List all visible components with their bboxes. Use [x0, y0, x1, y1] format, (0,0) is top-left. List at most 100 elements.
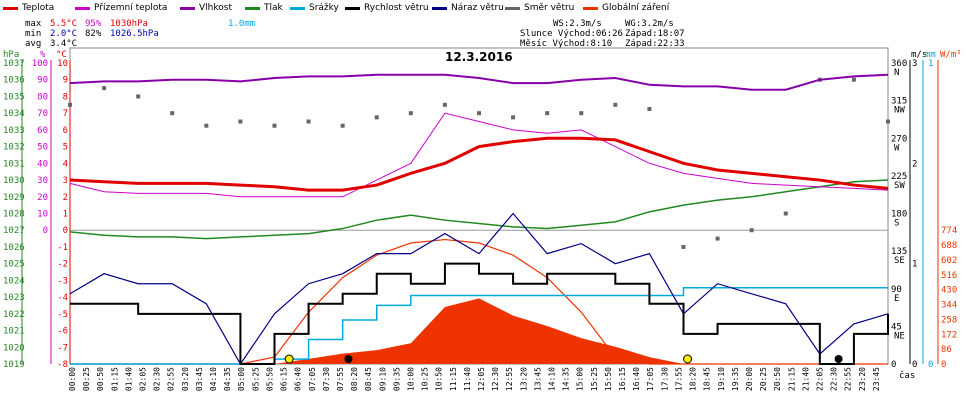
- c-tick: 9: [63, 76, 68, 86]
- x-tick: 04:10: [209, 367, 218, 391]
- x-tick: 17:30: [660, 367, 669, 391]
- c-tick: 2: [63, 193, 68, 203]
- x-tick: 20:50: [773, 367, 782, 391]
- dir-label: N: [894, 68, 899, 78]
- legend-smer-vetru: Směr větru: [505, 3, 574, 13]
- x-tick: 13:20: [519, 367, 528, 391]
- dir-label: NE: [894, 331, 905, 341]
- x-tick: 09:10: [378, 367, 387, 391]
- ground-temp-line: [69, 112, 889, 198]
- dir-tick: 180: [891, 210, 907, 220]
- hpa-tick: 1036: [3, 76, 25, 86]
- x-tick: 01:15: [110, 367, 119, 391]
- x-tick: 08:20: [350, 367, 359, 391]
- hpa-tick: 1031: [3, 159, 25, 169]
- x-tick: 14:10: [548, 367, 557, 391]
- wind-dir-point: [783, 211, 788, 216]
- wind-dir-point: [306, 119, 311, 124]
- x-tick: 10:25: [421, 367, 430, 391]
- stat-max-hum: 95%: [85, 19, 102, 29]
- x-tick: 16:40: [632, 367, 641, 391]
- hpa-tick: 1029: [3, 193, 25, 203]
- ms-tick: 0: [912, 360, 917, 370]
- sunrise-marker: [284, 354, 294, 364]
- x-tick: 11:40: [463, 367, 472, 391]
- wm2-tick: 344: [941, 301, 957, 311]
- wind-dir-point: [715, 236, 720, 241]
- stat-max-press: 1030hPa: [110, 19, 148, 29]
- x-tick: 14:35: [562, 367, 571, 391]
- c-tick: 8: [63, 92, 68, 102]
- x-tick: 00:50: [96, 367, 105, 391]
- legend-naraz-vetru: Náraz větru: [432, 3, 504, 13]
- ms-tick: 1: [912, 260, 917, 270]
- pressure-line: [69, 179, 889, 240]
- x-tick: 04:35: [223, 367, 232, 391]
- wm2-tick: 516: [941, 271, 957, 281]
- hpa-tick: 1027: [3, 226, 25, 236]
- axis-wm2-label: W/m²: [940, 50, 962, 60]
- moonrise-marker: [344, 355, 353, 363]
- axis-mm-label: mm: [925, 50, 936, 60]
- pct-tick: 20: [37, 193, 48, 203]
- x-tick: 19:10: [717, 367, 726, 391]
- wind-dir-point: [136, 94, 141, 99]
- dir-label: W: [894, 143, 900, 153]
- dir-label: E: [894, 294, 899, 304]
- hpa-tick: 1022: [3, 310, 25, 320]
- c-tick: 4: [63, 159, 68, 169]
- x-tick: 07:55: [336, 367, 345, 391]
- humidity-line: [69, 73, 889, 91]
- wind-dir-point: [579, 111, 584, 116]
- wm2-tick: 602: [941, 256, 957, 266]
- x-tick: 03:45: [195, 367, 204, 391]
- ms-tick: 2: [912, 159, 917, 169]
- stat-min-temp: 2.0°C: [50, 29, 78, 39]
- x-tick: 15:00: [576, 367, 585, 391]
- c-tick: 10: [57, 59, 68, 69]
- stat-min-press: 1026.5hPa: [110, 29, 159, 39]
- wind-dir-point: [374, 115, 379, 120]
- dir-tick: 270: [891, 134, 907, 144]
- x-tick: 02:55: [167, 367, 176, 391]
- x-tick: 08:45: [364, 367, 373, 391]
- wind-dir-point: [272, 123, 277, 128]
- legend-vlhkost: Vlhkost: [180, 3, 232, 13]
- axis-c-label: °C: [56, 50, 67, 60]
- legend-rychlost-vetru: Rychlost větru: [345, 3, 429, 13]
- wind-dir-point: [442, 102, 447, 107]
- x-tick: 22:55: [844, 367, 853, 391]
- pct-tick: 10: [37, 210, 48, 220]
- wm2-tick: 258: [941, 315, 957, 325]
- hpa-tick: 1035: [3, 92, 25, 102]
- c-tick: 6: [63, 126, 68, 136]
- stat-wg: WG:3.2m/s: [625, 19, 674, 29]
- hpa-tick: 1037: [3, 59, 25, 69]
- x-tick: 12:55: [505, 367, 514, 391]
- c-tick: -7: [57, 343, 68, 353]
- x-tick: 23:20: [858, 367, 867, 391]
- x-axis-label: čas: [899, 370, 915, 381]
- stat-avg-label: avg: [25, 39, 42, 49]
- x-tick: 15:50: [604, 367, 613, 391]
- x-tick: 13:45: [533, 367, 542, 391]
- axis-pct-label: %: [40, 50, 46, 60]
- x-tick: 02:30: [153, 367, 162, 391]
- stat-moon: Měsíc Východ:8:10: [520, 39, 613, 49]
- axis-hpa-label: hPa: [3, 50, 19, 60]
- x-tick: 18:20: [689, 367, 698, 391]
- wind-gust-line: [69, 212, 889, 366]
- wm2-tick: 774: [941, 226, 957, 236]
- hpa-tick: 1034: [3, 109, 25, 119]
- hpa-tick: 1025: [3, 260, 25, 270]
- c-tick: -3: [57, 276, 68, 286]
- hpa-tick: 1024: [3, 276, 25, 286]
- wm2-tick: 86: [941, 345, 952, 355]
- c-tick: -6: [57, 327, 68, 337]
- axis-ms-label: m/s: [911, 50, 927, 60]
- x-tick: 20:25: [759, 367, 768, 391]
- c-tick: -2: [57, 260, 68, 270]
- hpa-tick: 1030: [3, 176, 25, 186]
- wind-dir-point: [851, 77, 856, 82]
- wm2-tick: 688: [941, 241, 957, 251]
